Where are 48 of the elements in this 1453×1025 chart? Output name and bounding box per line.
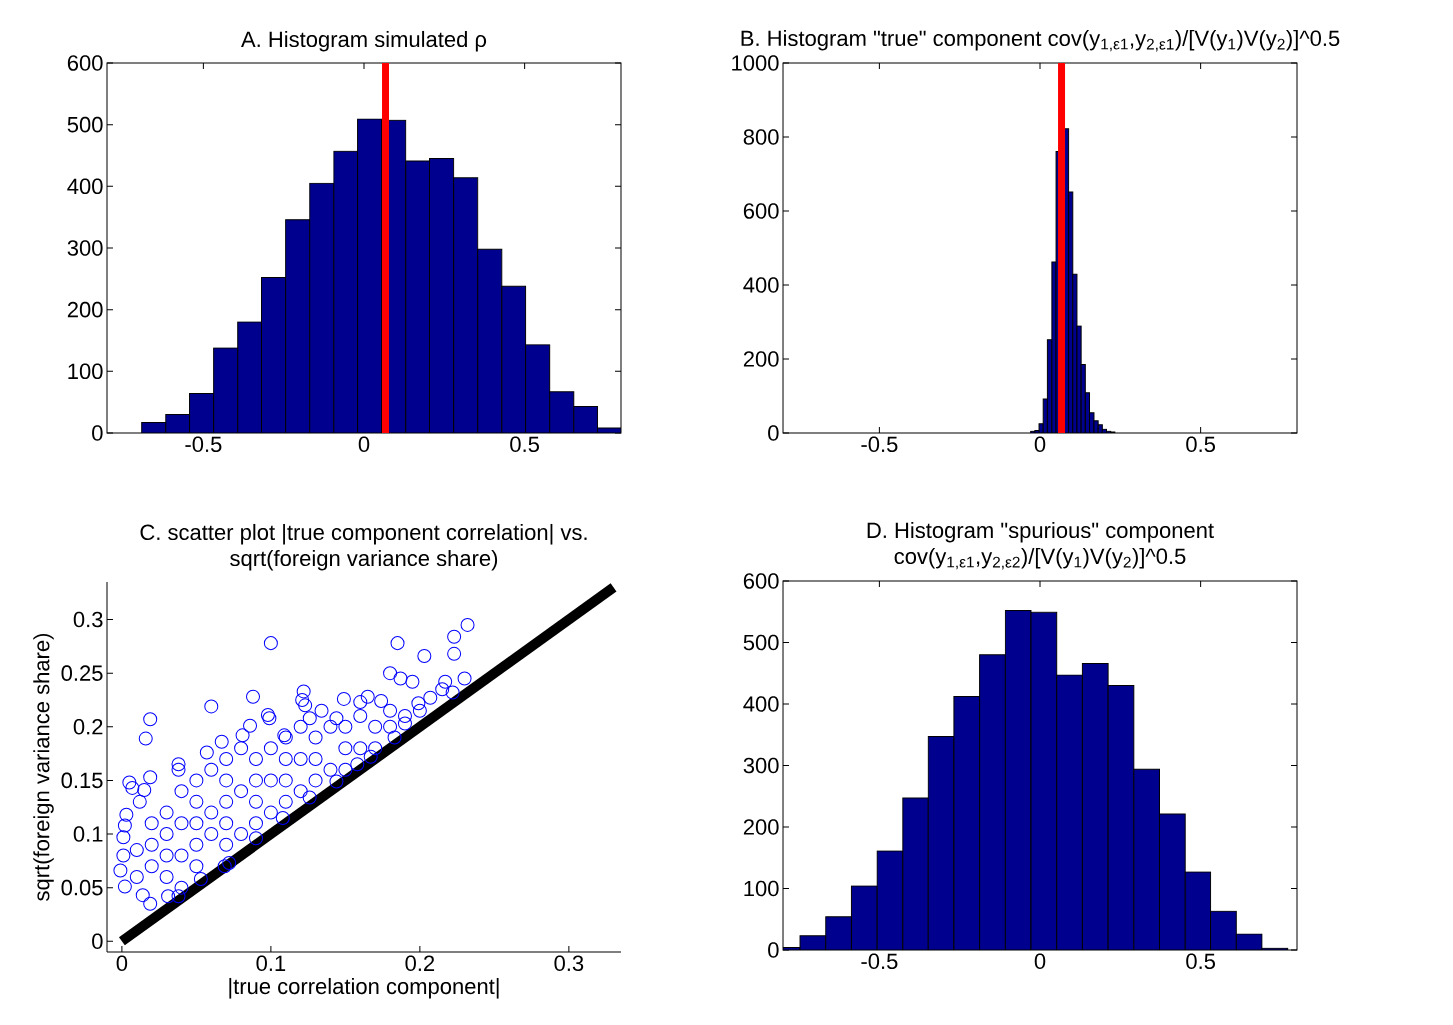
x-tick-label: 0	[1034, 953, 1046, 970]
text: cov(y$_{1,ε1}$,y$_{2,ε2}$)/[V(y$_{1}$)V(y$_{2}$)]^0.5	[894, 547, 1186, 570]
x-tick-label: -0.5	[861, 436, 898, 453]
x-tick-label: 0	[358, 436, 370, 453]
x-tick-label: 0.3	[554, 955, 584, 972]
y-tick-label: 0	[768, 942, 779, 958]
chart-title: C. scatter plot |true component correlation| vs.	[140, 523, 587, 545]
x-tick-label: 0.5	[510, 436, 539, 453]
y-tick-label: 1000	[732, 55, 779, 71]
y-tick-label: 300	[743, 757, 779, 774]
x-tick-label: -0.5	[861, 953, 898, 970]
y-tick-label: 0.3	[73, 611, 103, 628]
x-tick-label: 0	[116, 955, 128, 972]
y-tick-label: 0.05	[61, 879, 103, 896]
x-tick-label: 0.2	[405, 955, 435, 972]
chart-title: D. Histogram "spurious" component	[867, 521, 1214, 543]
x-tick-label: 0.5	[1186, 953, 1215, 970]
y-tick-label: 400	[743, 277, 779, 293]
y-tick-label: 300	[67, 240, 103, 256]
y-tick-label: 400	[743, 696, 779, 712]
y-tick-label: 0	[768, 425, 779, 441]
y-tick-label: 0.1	[73, 826, 103, 842]
y-tick-label: 600	[743, 573, 779, 589]
y-axis-title: sqrt(foreign variance share)	[33, 633, 54, 901]
y-tick-label: 100	[68, 363, 103, 380]
x-tick-label: -0.5	[185, 436, 222, 453]
chart-title: B. Histogram "true" component cov(y$_{1,ε1}$,y$_{2,ε1}$)/[V(y$_{1}$)V(y$_{2}$)]^0.5	[741, 29, 1340, 52]
y-tick-label: 400	[67, 178, 103, 195]
y-tick-label: 0.15	[61, 772, 103, 789]
y-tick-label: 500	[743, 634, 779, 651]
y-tick-label: 500	[67, 116, 103, 133]
y-tick-label: 600	[743, 203, 779, 219]
y-tick-label: 0.2	[73, 718, 103, 735]
y-tick-label: 200	[743, 351, 779, 367]
x-tick-label: 0	[1034, 436, 1046, 453]
y-tick-label: 100	[744, 880, 779, 897]
y-tick-label: 800	[743, 129, 779, 145]
y-tick-label: 200	[67, 301, 103, 318]
y-tick-label: 0	[92, 425, 103, 441]
x-tick-label: 0.1	[256, 955, 286, 972]
x-axis-title: |true correlation component|	[229, 977, 499, 999]
y-tick-label: 0	[92, 933, 103, 950]
x-tick-label: 0.5	[1186, 436, 1215, 453]
y-tick-label: 600	[67, 55, 103, 71]
chart-subtitle: sqrt(foreign variance share)	[230, 549, 498, 571]
chart-title: A. Histogram simulated ρ	[241, 30, 487, 52]
y-tick-label: 0.25	[61, 665, 103, 681]
y-tick-label: 200	[743, 819, 779, 835]
